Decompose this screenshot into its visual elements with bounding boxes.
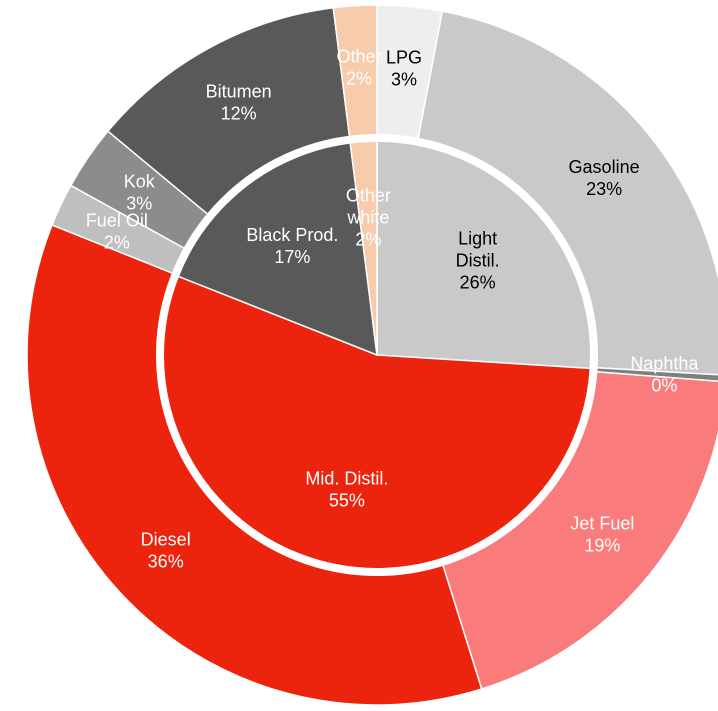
inner-label-black-prod: Black Prod. 17% (246, 225, 338, 267)
inner-label-mid-distil: Mid. Distil. 55% (305, 469, 388, 511)
outer-label-bitumen: Bitumen 12% (206, 81, 272, 123)
outer-label-gasoline: Gasoline 23% (569, 157, 640, 199)
outer-ring (26, 4, 718, 706)
labels: LPG 3% Gasoline 23% Naphtha 0% Jet Fuel 19% Dies… (86, 47, 700, 572)
inner-label-light-distil: Light Distil. 26% (456, 229, 500, 293)
outer-label-kok: Kok 3% (124, 171, 156, 213)
outer-label-other: Other 2% (336, 47, 381, 89)
outer-label-diesel: Diesel 36% (141, 530, 191, 572)
inner-label-other-white: Other white 2% (346, 185, 391, 249)
inner-ring (156, 134, 598, 576)
outer-label-jet-fuel: Jet Fuel 19% (570, 513, 634, 555)
outer-label-fuel-oil: Fuel Oil 2% (86, 210, 148, 252)
outer-label-lpg: LPG 3% (386, 47, 422, 89)
ring-separator (156, 134, 598, 576)
outer-label-naphtha: Naphtha 0% (630, 353, 699, 395)
